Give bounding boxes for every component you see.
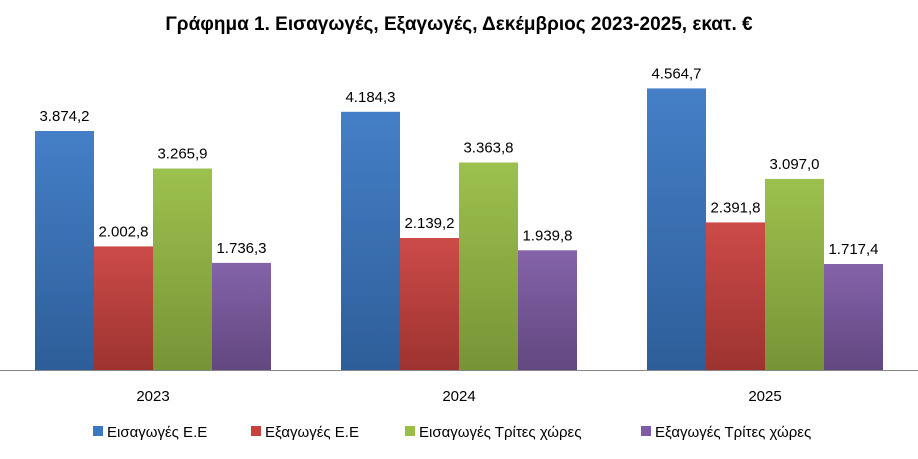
data-label-2024-series-2: 2.139,2 bbox=[404, 215, 454, 232]
bar-2024-series-3 bbox=[459, 162, 518, 370]
value-labels-layer: 3.874,2 2.002,8 3.265,9 1.736,3 4.184,3 2.139… bbox=[39, 65, 878, 258]
data-label-2023-series-1: 3.874,2 bbox=[39, 108, 89, 125]
data-label-2025-series-1: 4.564,7 bbox=[651, 65, 701, 82]
bar-2024-series-2 bbox=[400, 238, 459, 370]
legend-swatch-series-4 bbox=[641, 426, 651, 436]
data-label-2023-series-2: 2.002,8 bbox=[98, 223, 148, 240]
bar-2024-series-4 bbox=[518, 250, 577, 370]
x-tick-label-2024: 2024 bbox=[442, 388, 475, 405]
bar-2025-series-4 bbox=[824, 264, 883, 370]
data-label-2024-series-3: 3.363,8 bbox=[463, 140, 513, 157]
bar-2023-series-2 bbox=[94, 246, 153, 370]
data-label-2023-series-4: 1.736,3 bbox=[216, 240, 266, 257]
bar-2023-series-3 bbox=[153, 168, 212, 370]
data-label-2025-series-4: 1.717,4 bbox=[828, 241, 878, 258]
legend-label-series-3: Εισαγωγές Τρίτες χώρες bbox=[419, 424, 581, 441]
legend-label-series-2: Εξαγωγές Ε.Ε bbox=[265, 424, 359, 441]
x-tick-label-2023: 2023 bbox=[136, 388, 169, 405]
data-label-2024-series-4: 1.939,8 bbox=[522, 227, 572, 244]
bar-2025-series-3 bbox=[765, 178, 824, 370]
legend-label-series-1: Εισαγωγές Ε.Ε bbox=[107, 424, 207, 441]
legend-label-series-4: Εξαγωγές Τρίτες χώρες bbox=[655, 424, 811, 441]
legend-swatch-series-2 bbox=[251, 426, 261, 436]
data-label-2025-series-2: 2.391,8 bbox=[710, 199, 760, 216]
data-label-2024-series-1: 4.184,3 bbox=[345, 89, 395, 106]
bar-2023-series-4 bbox=[212, 262, 271, 370]
legend: Εισαγωγές Ε.Ε Εξαγωγές Ε.Ε Εισαγωγές Τρίτε… bbox=[93, 424, 811, 441]
data-label-2023-series-3: 3.265,9 bbox=[157, 146, 207, 163]
bar-2023-series-1 bbox=[35, 131, 94, 370]
data-label-2025-series-3: 3.097,0 bbox=[769, 156, 819, 173]
chart-title: Γράφημα 1. Εισαγωγές, Εξαγωγές, Δεκέμβρι… bbox=[165, 14, 753, 35]
bars-layer bbox=[35, 88, 883, 371]
x-tick-label-2025: 2025 bbox=[748, 388, 781, 405]
legend-swatch-series-1 bbox=[93, 426, 103, 436]
bar-2024-series-1 bbox=[341, 111, 400, 371]
bar-2025-series-2 bbox=[706, 222, 765, 370]
category-labels-layer: 2023 2024 2025 bbox=[136, 388, 781, 405]
bar-2025-series-1 bbox=[647, 88, 706, 371]
legend-swatch-series-3 bbox=[405, 426, 415, 436]
